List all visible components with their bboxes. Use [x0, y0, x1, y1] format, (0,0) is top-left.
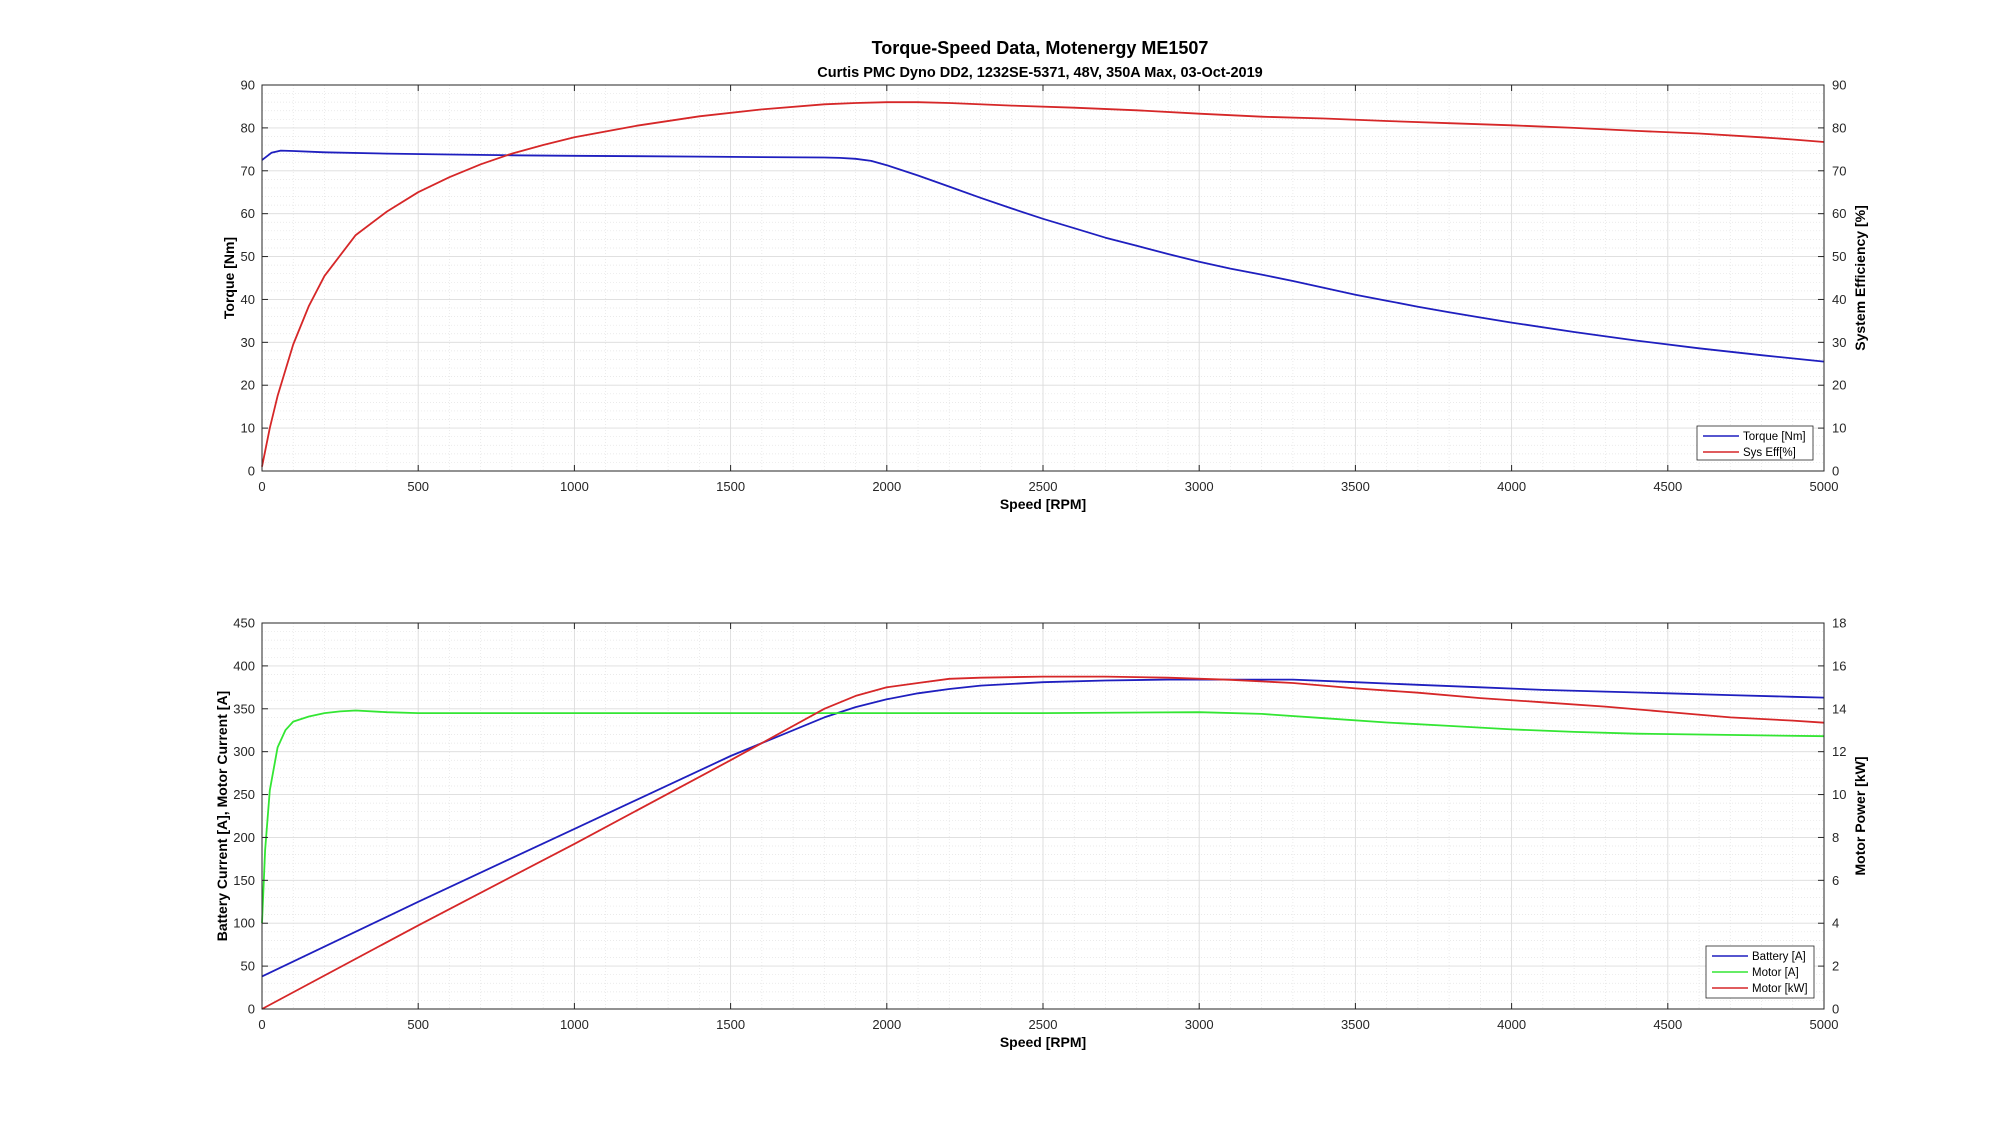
y2-tick-label: 80 — [1832, 120, 1846, 135]
y2-tick-label: 90 — [1832, 78, 1846, 93]
x-tick-label: 4500 — [1653, 1017, 1682, 1032]
chart1-x-axis-label: Speed [RPM] — [1000, 496, 1086, 512]
y2-tick-label: 50 — [1832, 249, 1846, 264]
figure-title: Torque-Speed Data, Motenergy ME1507 — [872, 38, 1209, 58]
chart1-series — [261, 101, 1825, 467]
series-line-0 — [261, 678, 1825, 978]
chart1-ticks: 0 500 1000 1500 2000 2500 3000 3500 4000 4500 5000… — [241, 78, 1847, 495]
series-line-0 — [261, 149, 1825, 363]
legend-label: Battery [A] — [1752, 951, 1806, 963]
x-tick-label: 1000 — [560, 479, 589, 494]
x-tick-label: 3000 — [1185, 479, 1214, 494]
y-tick-label: 0 — [248, 1002, 255, 1017]
y2-tick-label: 2 — [1832, 959, 1839, 974]
y-tick-label: 50 — [241, 249, 255, 264]
x-tick-label: 4000 — [1497, 1017, 1526, 1032]
x-tick-label: 500 — [407, 479, 429, 494]
x-tick-label: 2500 — [1029, 1017, 1058, 1032]
series-line-2 — [261, 675, 1825, 1010]
y-tick-label: 450 — [233, 616, 255, 631]
legend-label: Motor [A] — [1752, 967, 1799, 979]
x-tick-label: 4500 — [1653, 479, 1682, 494]
x-tick-label: 0 — [258, 1017, 265, 1032]
y2-tick-label: 18 — [1832, 616, 1846, 631]
chart2-y-axis-label: Battery Current [A], Motor Current [A] — [214, 691, 230, 941]
y2-tick-label: 10 — [1832, 787, 1846, 802]
x-tick-label: 2000 — [872, 1017, 901, 1032]
y-tick-label: 150 — [233, 873, 255, 888]
y-tick-label: 350 — [233, 701, 255, 716]
y2-tick-label: 20 — [1832, 378, 1846, 393]
y2-tick-label: 70 — [1832, 163, 1846, 178]
y2-tick-label: 14 — [1832, 701, 1846, 716]
x-tick-label: 5000 — [1810, 479, 1839, 494]
x-tick-label: 0 — [258, 479, 265, 494]
chart1-legend: Torque [Nm] Sys Eff[%] — [1696, 425, 1814, 461]
x-tick-label: 1500 — [716, 479, 745, 494]
chart2-x-axis-label: Speed [RPM] — [1000, 1034, 1086, 1050]
y-tick-label: 300 — [233, 744, 255, 759]
y-tick-label: 20 — [241, 378, 255, 393]
x-tick-label: 4000 — [1497, 479, 1526, 494]
chart2-y2-axis-label: Motor Power [kW] — [1852, 757, 1868, 876]
x-tick-label: 500 — [407, 1017, 429, 1032]
y-tick-label: 250 — [233, 787, 255, 802]
legend-box — [1696, 425, 1814, 461]
y-tick-label: 50 — [241, 959, 255, 974]
x-tick-label: 1000 — [560, 1017, 589, 1032]
y-tick-label: 200 — [233, 830, 255, 845]
series-line-1 — [261, 101, 1825, 467]
x-tick-label: 3500 — [1341, 479, 1370, 494]
y-tick-label: 80 — [241, 120, 255, 135]
y2-tick-label: 0 — [1832, 1002, 1839, 1017]
y2-tick-label: 60 — [1832, 206, 1846, 221]
y2-tick-label: 10 — [1832, 421, 1846, 436]
legend-label: Motor [kW] — [1752, 983, 1808, 995]
x-tick-label: 2000 — [872, 479, 901, 494]
chart1-y2-axis-label: System Efficiency [%] — [1852, 205, 1868, 351]
y-tick-label: 70 — [241, 163, 255, 178]
x-tick-label: 2500 — [1029, 479, 1058, 494]
y2-tick-label: 16 — [1832, 658, 1846, 673]
y2-tick-label: 0 — [1832, 464, 1839, 479]
figure-subtitle: Curtis PMC Dyno DD2, 1232SE-5371, 48V, 3… — [817, 65, 1262, 81]
y2-tick-label: 6 — [1832, 873, 1839, 888]
chart1-y-axis-label: Torque [Nm] — [221, 237, 237, 319]
y-tick-label: 100 — [233, 916, 255, 931]
y2-tick-label: 30 — [1832, 335, 1846, 350]
y-tick-label: 60 — [241, 206, 255, 221]
chart2-grid — [261, 622, 1825, 1010]
current-power-chart: 0 500 1000 1500 2000 2500 3000 3500 4000 4500 5000… — [214, 616, 1868, 1051]
y-tick-label: 10 — [241, 421, 255, 436]
y-tick-label: 400 — [233, 658, 255, 673]
chart2-series — [261, 675, 1825, 1010]
chart2-legend: Battery [A] Motor [A] Motor [kW] — [1705, 945, 1815, 999]
x-tick-label: 5000 — [1810, 1017, 1839, 1032]
y-tick-label: 30 — [241, 335, 255, 350]
y-tick-label: 0 — [248, 464, 255, 479]
chart2-ticks: 0 500 1000 1500 2000 2500 3000 3500 4000 4500 5000… — [233, 616, 1846, 1033]
x-tick-label: 1500 — [716, 1017, 745, 1032]
y2-tick-label: 8 — [1832, 830, 1839, 845]
x-tick-label: 3000 — [1185, 1017, 1214, 1032]
series-line-1 — [261, 709, 1825, 924]
x-tick-label: 3500 — [1341, 1017, 1370, 1032]
y-tick-label: 90 — [241, 78, 255, 93]
y2-tick-label: 12 — [1832, 744, 1846, 759]
legend-label: Sys Eff[%] — [1743, 447, 1796, 459]
torque-efficiency-chart: 0 500 1000 1500 2000 2500 3000 3500 4000 4500 5000… — [221, 78, 1868, 513]
y-tick-label: 40 — [241, 292, 255, 307]
y2-tick-label: 40 — [1832, 292, 1846, 307]
legend-label: Torque [Nm] — [1743, 431, 1806, 443]
y2-tick-label: 4 — [1832, 916, 1839, 931]
